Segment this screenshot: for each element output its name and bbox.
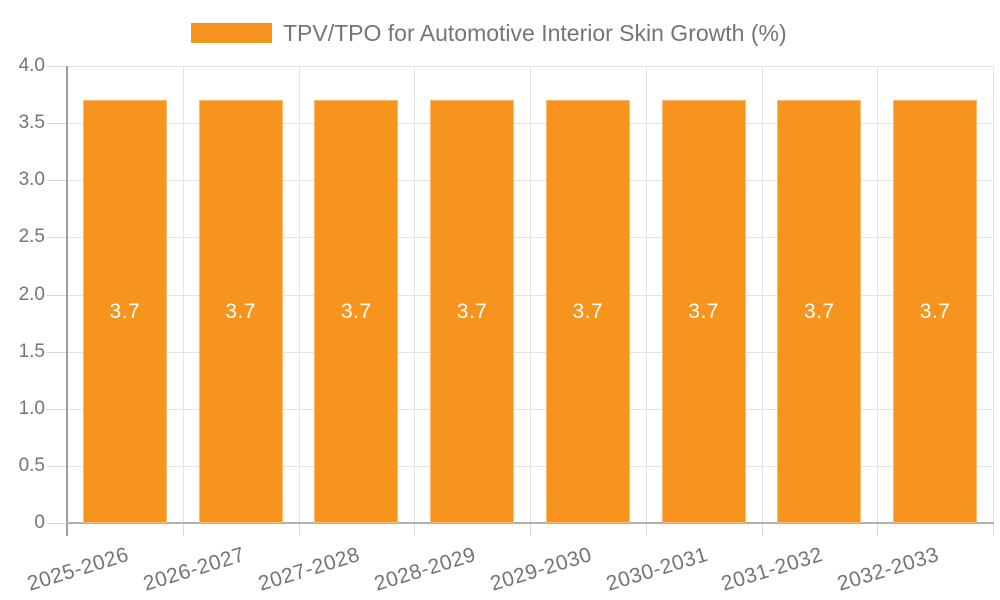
- y-axis-label: 0.5: [18, 454, 45, 476]
- legend-swatch-icon: [191, 23, 272, 43]
- v-gridline: [761, 66, 763, 523]
- x-axis-tick: [414, 524, 416, 536]
- x-axis-label: 2032-2033: [834, 543, 942, 596]
- v-gridline: [182, 66, 184, 523]
- x-axis-label: 2031-2032: [719, 543, 827, 596]
- v-gridline: [645, 66, 647, 523]
- x-axis-tick: [645, 524, 647, 536]
- x-axis-tick: [993, 524, 994, 536]
- bar-value-label: 3.7: [919, 299, 951, 323]
- y-axis-label: 0: [34, 512, 45, 533]
- x-axis-label: 2029-2030: [487, 543, 595, 596]
- y-axis-label: 1.0: [18, 397, 45, 419]
- bar[interactable]: 3.7: [314, 100, 399, 523]
- y-axis-tick: [47, 523, 67, 524]
- x-axis-label: 2025-2026: [24, 543, 132, 596]
- x-axis-label: 2030-2031: [603, 543, 711, 596]
- y-axis-label: 3.0: [18, 169, 45, 191]
- y-axis-label: 1.5: [18, 340, 45, 362]
- y-axis-label: 3.5: [18, 112, 45, 134]
- y-axis-tick: [47, 237, 67, 239]
- bar[interactable]: 3.7: [893, 100, 978, 523]
- y-axis-tick: [47, 66, 67, 67]
- y-axis-tick: [47, 351, 67, 353]
- y-axis-label: 2.5: [18, 226, 45, 248]
- x-axis-tick: [877, 524, 879, 536]
- x-axis-tick: [298, 524, 300, 536]
- v-gridline: [993, 66, 994, 523]
- y-axis-label: 2.0: [18, 283, 45, 305]
- bar[interactable]: 3.7: [545, 100, 630, 523]
- x-axis-label: 2028-2029: [371, 543, 479, 596]
- x-axis-tick: [182, 524, 184, 536]
- x-axis-label: 2027-2028: [256, 543, 364, 596]
- v-gridline: [877, 66, 879, 523]
- bar[interactable]: 3.7: [198, 100, 283, 523]
- v-gridline: [414, 66, 416, 523]
- legend-label: TPV/TPO for Automotive Interior Skin Gro…: [283, 20, 787, 46]
- v-gridline: [298, 66, 300, 523]
- x-axis-line: [66, 522, 994, 524]
- y-axis-tick: [47, 465, 67, 467]
- bar[interactable]: 3.7: [82, 100, 167, 523]
- bar-value-label: 3.7: [225, 299, 256, 323]
- x-axis-tick: [530, 524, 531, 536]
- y-axis-tick: [47, 294, 67, 296]
- x-axis-tick: [761, 524, 763, 536]
- bar[interactable]: 3.7: [661, 100, 746, 523]
- bar-value-label: 3.7: [688, 299, 719, 323]
- v-gridline: [530, 66, 531, 523]
- y-axis-tick: [47, 180, 67, 182]
- y-axis-line: [66, 66, 68, 536]
- bar-value-label: 3.7: [341, 299, 372, 323]
- legend-item[interactable]: TPV/TPO for Automotive Interior Skin Gro…: [191, 19, 787, 47]
- bar-value-label: 3.7: [572, 299, 604, 323]
- bar-value-label: 3.7: [804, 299, 835, 323]
- y-axis-tick: [47, 408, 67, 410]
- bar-value-label: 3.7: [456, 299, 488, 323]
- x-axis-label: 2026-2027: [140, 543, 248, 596]
- bar[interactable]: 3.7: [430, 100, 515, 523]
- y-axis-tick: [47, 123, 67, 125]
- bar-value-label: 3.7: [109, 299, 141, 323]
- y-axis-label: 4.0: [18, 55, 45, 76]
- bar[interactable]: 3.7: [777, 100, 862, 523]
